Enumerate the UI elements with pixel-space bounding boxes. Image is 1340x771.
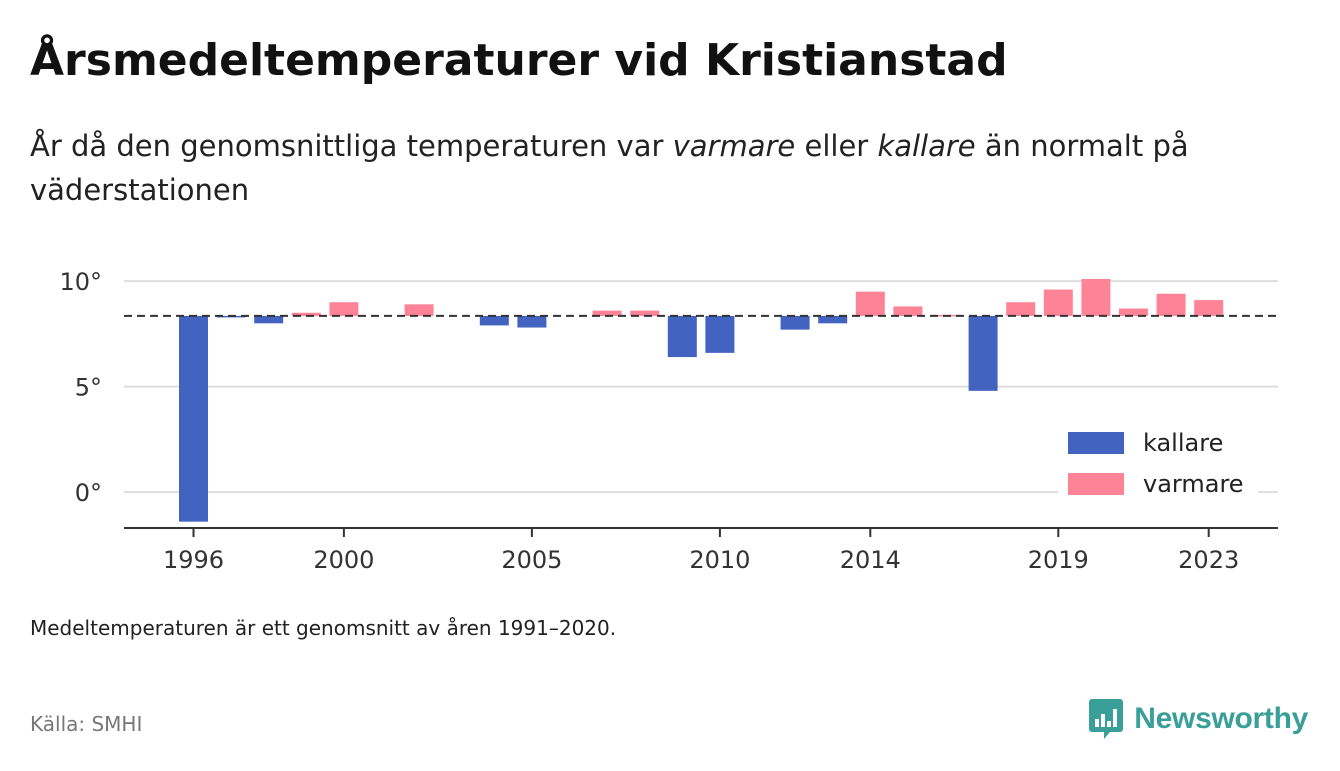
bar-kallare — [667, 315, 697, 358]
bar-kallare — [780, 315, 810, 330]
legend-swatch-varmare — [1068, 473, 1124, 495]
x-tick-label: 2019 — [1028, 546, 1089, 574]
x-tick-label: 2005 — [501, 546, 562, 574]
source-label: Källa: SMHI — [30, 712, 143, 736]
bar-kallare — [254, 315, 284, 324]
legend-label-kallare: kallare — [1143, 429, 1223, 457]
x-tick-label: 1996 — [163, 546, 224, 574]
bar-varmare — [1043, 289, 1073, 316]
x-tick-label: 2010 — [689, 546, 750, 574]
bar-varmare — [855, 291, 885, 316]
bar-varmare — [329, 302, 359, 316]
bar-varmare — [1119, 308, 1148, 316]
bar-kallare — [517, 315, 547, 328]
bar-varmare — [1006, 302, 1036, 316]
bar-kallare — [818, 315, 848, 324]
bar-varmare — [1194, 300, 1224, 316]
newsworthy-logo-icon — [1089, 699, 1124, 739]
legend-label-varmare: varmare — [1143, 470, 1244, 498]
subtitle-part-2: eller — [795, 129, 878, 163]
page-title: Årsmedeltemperaturer vid Kristianstad — [30, 35, 1008, 86]
bar-varmare — [630, 310, 660, 316]
x-tick-label: 2000 — [313, 546, 374, 574]
y-tick-label: 10° — [59, 268, 102, 296]
brand-logo: Newsworthy — [1088, 697, 1308, 741]
x-tick-label: 2014 — [840, 546, 901, 574]
bar-varmare — [893, 306, 923, 316]
subtitle-colder: kallare — [877, 129, 976, 163]
bar-varmare — [1081, 278, 1111, 316]
x-tick-label: 2023 — [1178, 546, 1239, 574]
footnote: Medeltemperaturen är ett genomsnitt av å… — [30, 616, 617, 640]
brand-name: Newsworthy — [1134, 702, 1308, 735]
bar-kallare — [968, 315, 998, 391]
y-tick-label: 0° — [75, 479, 102, 507]
bar-varmare — [291, 312, 321, 316]
subtitle-part-1: År då den genomsnittliga temperaturen va… — [30, 129, 673, 163]
y-tick-label: 5° — [75, 374, 102, 402]
legend-swatch-kallare — [1068, 432, 1124, 454]
bar-kallare — [479, 315, 509, 326]
page-subtitle: År då den genomsnittliga temperaturen va… — [30, 124, 1310, 212]
subtitle-part-3: än normalt på väderstationen — [30, 129, 1189, 207]
bar-varmare — [404, 304, 434, 316]
temperature-bar-chart: 0° 5° 10° 1996 2000 2005 2010 2014 2019 2023 kalla… — [59, 268, 1278, 574]
subtitle-warmer: varmare — [672, 129, 796, 163]
bar-kallare — [705, 315, 735, 353]
bar-varmare — [1156, 293, 1186, 316]
bar-varmare — [592, 310, 622, 316]
bar-kallare — [179, 315, 208, 522]
